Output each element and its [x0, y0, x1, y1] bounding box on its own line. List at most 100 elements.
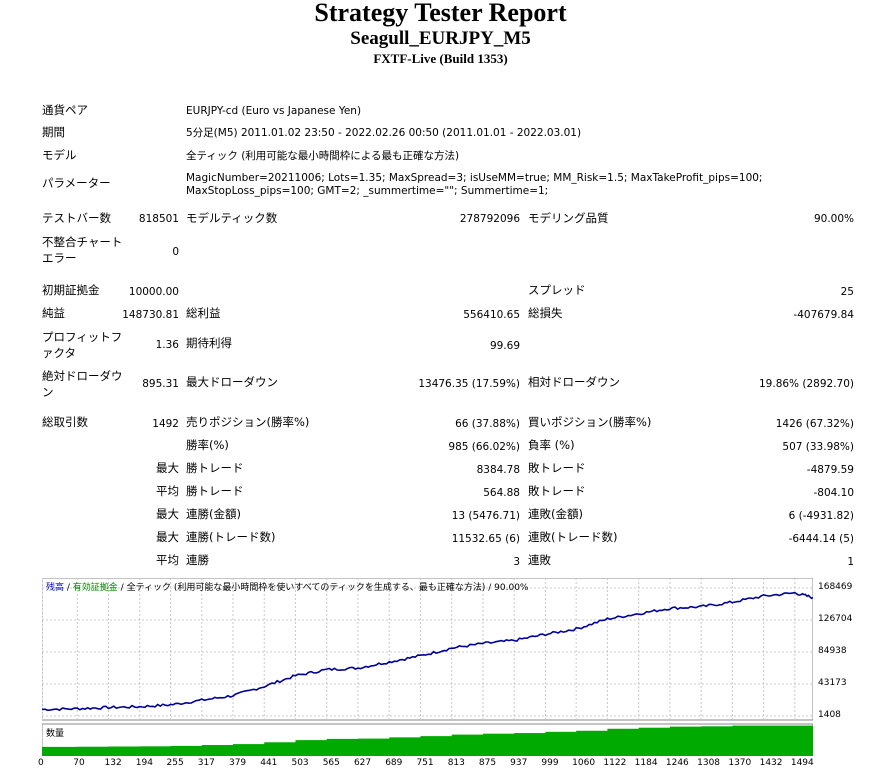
volume-bar — [638, 727, 671, 756]
max-consec-profit-value: 11532.65 (6) — [451, 533, 520, 545]
x-tick-label: 1122 — [603, 758, 627, 768]
largest-win-label: 勝トレード — [186, 461, 244, 475]
trades-value: 1492 — [152, 418, 179, 430]
long-label: 買いポジション(勝率%) — [528, 415, 652, 429]
long-value: 1426 (67.32%) — [775, 418, 854, 430]
ticks-value: 278792096 — [459, 213, 520, 225]
x-tick-label: 441 — [260, 758, 278, 768]
max-consec-profit-label: 連勝(トレード数) — [186, 530, 276, 544]
bars-label: テストバー数 — [42, 211, 111, 225]
x-tick-label: 999 — [541, 758, 559, 768]
volume-bar — [451, 734, 484, 756]
volume-bar — [669, 726, 702, 756]
max-consec-win-label: 連勝(金額) — [186, 507, 241, 521]
server-info: FXTF-Live (Build 1353) — [373, 51, 508, 66]
x-tick-label: 751 — [416, 758, 434, 768]
avg-consec-loss-label: 連敗 — [528, 553, 551, 567]
win-label: 勝率(%) — [186, 438, 229, 452]
volume-bar — [607, 728, 640, 756]
largest-loss-label: 敗トレード — [528, 461, 586, 475]
volume-bar — [389, 737, 421, 756]
period-label: 期間 — [42, 125, 65, 139]
x-tick-label: 132 — [104, 758, 122, 768]
model-label: モデル — [42, 148, 77, 162]
deposit-label: 初期証拠金 — [42, 283, 100, 297]
trades-label: 総取引数 — [42, 415, 88, 429]
volume-bar — [545, 731, 577, 756]
largest-label: 最大 — [156, 461, 179, 475]
gross-loss-value: -407679.84 — [793, 309, 854, 321]
chart-title-balance: 残高 — [46, 583, 65, 593]
avg-consec-win-value: 3 — [513, 556, 520, 568]
largest-win-value: 8384.78 — [476, 464, 520, 476]
rel-dd-value: 19.86% (2892.70) — [759, 378, 854, 390]
deposit-value: 10000.00 — [128, 286, 179, 298]
avg-consec-loss-value: 1 — [847, 556, 854, 568]
pf-label: プロフィットファクタ — [42, 330, 123, 360]
x-tick-label: 379 — [228, 758, 247, 768]
volume-bar — [763, 725, 796, 756]
short-label: 売りポジション(勝率%) — [186, 415, 310, 429]
max-consec-lossamt-value: -6444.14 (5) — [788, 533, 854, 545]
avg2-label: 平均 — [156, 553, 179, 567]
volume-bar — [139, 746, 171, 756]
quality-label: モデリング品質 — [528, 211, 609, 225]
volume-bar — [77, 746, 110, 756]
max-consec-win-value: 13 (5476.71) — [451, 510, 520, 522]
x-tick-label: 0 — [38, 758, 44, 768]
average-label: 平均 — [156, 484, 179, 498]
abs-dd-value: 895.31 — [142, 378, 179, 390]
balance-chart — [42, 578, 813, 756]
x-tick-label: 627 — [353, 758, 372, 768]
x-tick-label: 1432 — [759, 758, 783, 768]
x-tick-label: 689 — [385, 758, 403, 768]
max-consec-lossamt-label: 連敗(トレード数) — [528, 530, 618, 544]
expected-label: 期待利得 — [186, 336, 232, 350]
chart-title: 残高 / 有効証拠金 / 全ティック (利用可能な最小時間枠を使いすべてのティッ… — [46, 583, 529, 593]
ticks-label: モデルティック数 — [186, 211, 278, 225]
gross-profit-label: 総利益 — [186, 306, 221, 320]
x-tick-label: 1370 — [728, 758, 752, 768]
volume-bar — [42, 746, 78, 756]
volume-bar — [732, 725, 765, 756]
chart-title-equity: 有効証拠金 — [72, 583, 118, 593]
period-value: 5分足(M5) 2011.01.02 23:50 - 2022.02.26 00… — [186, 127, 582, 139]
avg-loss-label: 敗トレード — [528, 484, 586, 498]
report-title: Strategy Tester Report — [314, 0, 567, 27]
volume-bar — [201, 745, 234, 756]
max-dd-value: 13476.35 (17.59%) — [418, 378, 520, 390]
bars-value: 818501 — [138, 213, 179, 225]
expected-value: 99.69 — [489, 340, 520, 352]
x-tick-label: 194 — [135, 758, 153, 768]
symbol-label: 通貨ペア — [42, 103, 88, 117]
x-tick-label: 875 — [478, 758, 497, 768]
win-value: 985 (66.02%) — [448, 441, 520, 453]
plot-area — [42, 578, 813, 721]
volume-bar — [232, 744, 265, 756]
x-tick-label: 813 — [447, 758, 465, 768]
quality-value: 90.00% — [813, 213, 854, 225]
y-tick-label: 168469 — [818, 582, 853, 592]
max-dd-label: 最大ドローダウン — [186, 375, 278, 389]
volume-bar — [420, 736, 453, 756]
volume-bar — [108, 746, 141, 756]
chart-title-model: 全ティック (利用可能な最小時間枠を使いすべてのティックを生成する、最も正確な方… — [126, 583, 486, 593]
y-tick-label: 84938 — [818, 646, 847, 656]
max2-label: 最大 — [156, 530, 179, 544]
symbol-value: EURJPY-cd (Euro vs Japanese Yen) — [186, 105, 362, 117]
net-value: 148730.81 — [122, 309, 179, 321]
model-value: 全ティック (利用可能な最小時間枠による最も正確な方法) — [186, 150, 460, 162]
max-consec-loss-label: 連敗(金額) — [528, 507, 583, 521]
volume-label: 数量 — [46, 729, 65, 739]
grid — [42, 578, 813, 720]
mismatch-value: 0 — [172, 246, 179, 258]
pf-value: 1.36 — [155, 339, 179, 351]
x-tick-label: 317 — [197, 758, 215, 768]
params-value: MagicNumber=20211006; Lots=1.35; MaxSpre… — [186, 172, 763, 197]
spread-label: スプレッド — [528, 283, 586, 297]
gross-loss-label: 総損失 — [528, 306, 563, 320]
x-tick-label: 1308 — [697, 758, 721, 768]
y-tick-label: 1408 — [818, 710, 841, 720]
x-tick-label: 255 — [166, 758, 184, 768]
spread-value: 25 — [840, 286, 854, 298]
